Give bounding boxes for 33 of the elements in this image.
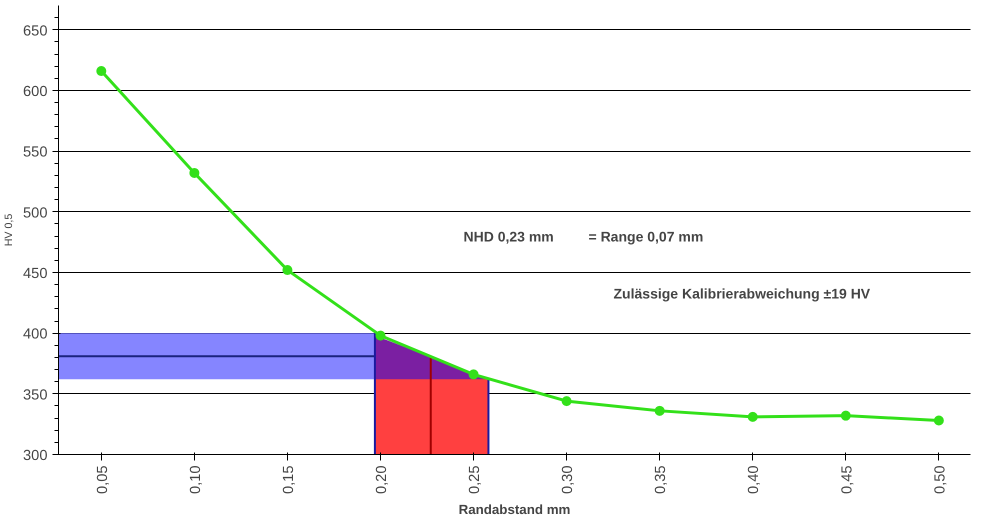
y-tick-label: 550 (23, 144, 48, 161)
annotation: NHD 0,23 mm (464, 228, 554, 244)
x-tick-label: 0,15 (280, 465, 297, 494)
x-tick-label: 0,10 (188, 465, 204, 494)
y-tick-label: 450 (23, 266, 48, 282)
point (375, 330, 386, 341)
x-tick-label: 0,05 (94, 465, 111, 494)
x-tick-label: 0,30 (560, 465, 576, 494)
point (562, 396, 572, 406)
x-tick-label: 0,40 (746, 465, 762, 494)
point (748, 412, 758, 422)
point (934, 416, 944, 426)
point (96, 66, 106, 76)
x-tick-label: 0,50 (932, 465, 948, 494)
point (282, 265, 292, 276)
x-tick-label: 0,35 (653, 465, 670, 494)
x-axis-title: Randabstand mm (458, 502, 571, 518)
y-tick-label: 650 (23, 23, 48, 40)
x-tick-label: 0,25 (467, 465, 484, 494)
point (189, 168, 200, 178)
annotation: Zulässige Kalibrierabweichung ±19 HV (614, 286, 871, 302)
annotation: = Range 0,07 mm (588, 228, 704, 244)
x-tick-label: 0,45 (839, 465, 856, 494)
y-tick-label: 350 (23, 387, 48, 404)
point (840, 410, 851, 421)
point (654, 406, 665, 416)
point (468, 369, 479, 380)
y-tick-label: 400 (23, 326, 48, 343)
y-tick-label: 500 (23, 205, 48, 222)
y-tick-label: 600 (23, 84, 48, 100)
x-tick-label: 0,20 (374, 465, 390, 494)
y-axis-title: HV 0,5 (3, 214, 16, 246)
y-tick-label: 300 (23, 448, 48, 464)
